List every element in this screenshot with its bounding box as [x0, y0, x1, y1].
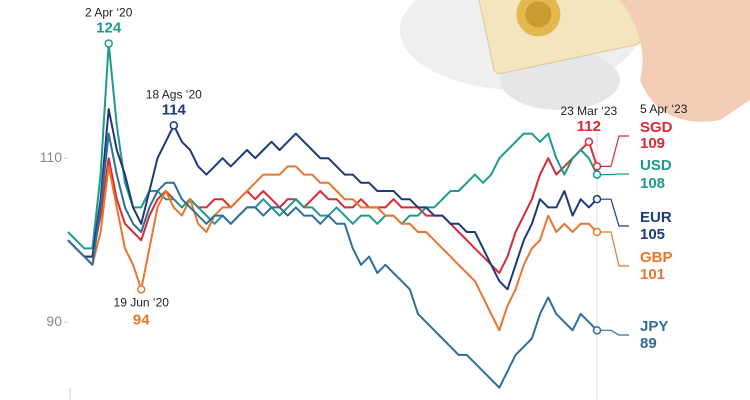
end-date-label: 5 Apr ‘23: [640, 102, 688, 116]
annotation-point: [169, 121, 179, 130]
end-point: [592, 227, 602, 237]
legend-name: EUR: [640, 209, 672, 226]
leader-line: [601, 329, 629, 336]
end-point: [592, 170, 602, 179]
series-line: [67, 108, 598, 291]
end-point: [592, 162, 602, 171]
leader-line: [601, 198, 629, 227]
annotation-value: 124: [96, 19, 122, 36]
series-line: [67, 132, 598, 389]
annotation-point: [136, 285, 146, 294]
annotation-date: 18 Ags ‘20: [146, 88, 202, 102]
decoration: [400, 0, 750, 122]
annotation-point: [584, 137, 594, 147]
annotation-value: 112: [577, 118, 601, 135]
legend-name: USD: [640, 157, 672, 174]
annotation-value: 94: [133, 311, 150, 328]
leader-line: [601, 173, 629, 176]
annotation-date: 19 Jun ‘20: [114, 296, 170, 310]
annotation-date: 2 Apr ‘20: [85, 6, 133, 20]
legend-name: JPY: [640, 318, 668, 335]
leader-line: [601, 135, 629, 167]
end-value-label: 105: [640, 226, 665, 243]
series-line: [67, 140, 598, 274]
annotation-date: 23 Mar ‘23: [561, 104, 618, 118]
end-value-label: 101: [640, 266, 665, 283]
series-line: [67, 42, 598, 250]
legend-name: GBP: [640, 249, 673, 266]
end-point: [592, 326, 602, 335]
y-tick-label: 90: [46, 313, 62, 329]
card: [476, 0, 642, 75]
end-point: [592, 194, 602, 204]
card-coin-inner: [525, 1, 552, 28]
end-value-label: 108: [640, 175, 665, 192]
end-value-label: 89: [640, 335, 657, 352]
hand: [620, 0, 750, 122]
legend-name: SGD: [640, 119, 673, 136]
leader-line: [601, 231, 629, 267]
series-line: [67, 165, 598, 332]
annotation-value: 114: [162, 101, 187, 118]
annotation-point: [104, 39, 113, 48]
y-tick-label: 110: [40, 149, 63, 165]
end-value-label: 109: [640, 135, 665, 152]
